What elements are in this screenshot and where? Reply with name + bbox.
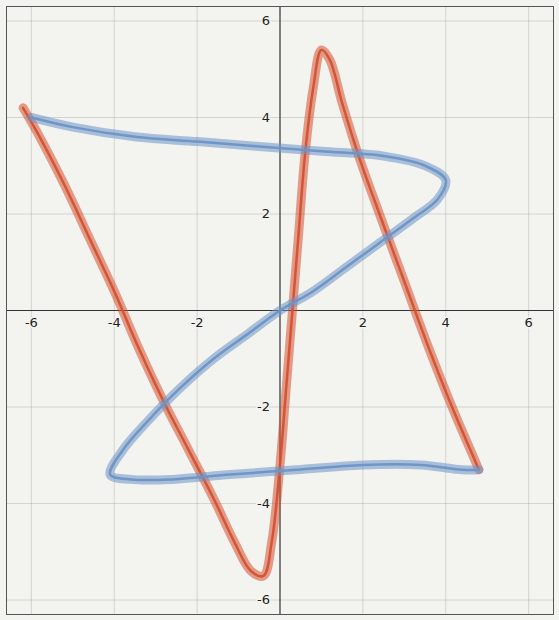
svg-text:6: 6	[262, 13, 270, 28]
svg-text:2: 2	[262, 206, 270, 221]
svg-text:-2: -2	[257, 399, 270, 414]
svg-text:2: 2	[359, 315, 367, 330]
svg-text:-6: -6	[25, 315, 38, 330]
svg-text:-6: -6	[257, 592, 270, 607]
svg-text:-2: -2	[191, 315, 204, 330]
svg-text:-4: -4	[257, 496, 270, 511]
svg-text:4: 4	[442, 315, 450, 330]
svg-text:4: 4	[262, 110, 270, 125]
svg-text:6: 6	[524, 315, 532, 330]
svg-text:-4: -4	[108, 315, 121, 330]
